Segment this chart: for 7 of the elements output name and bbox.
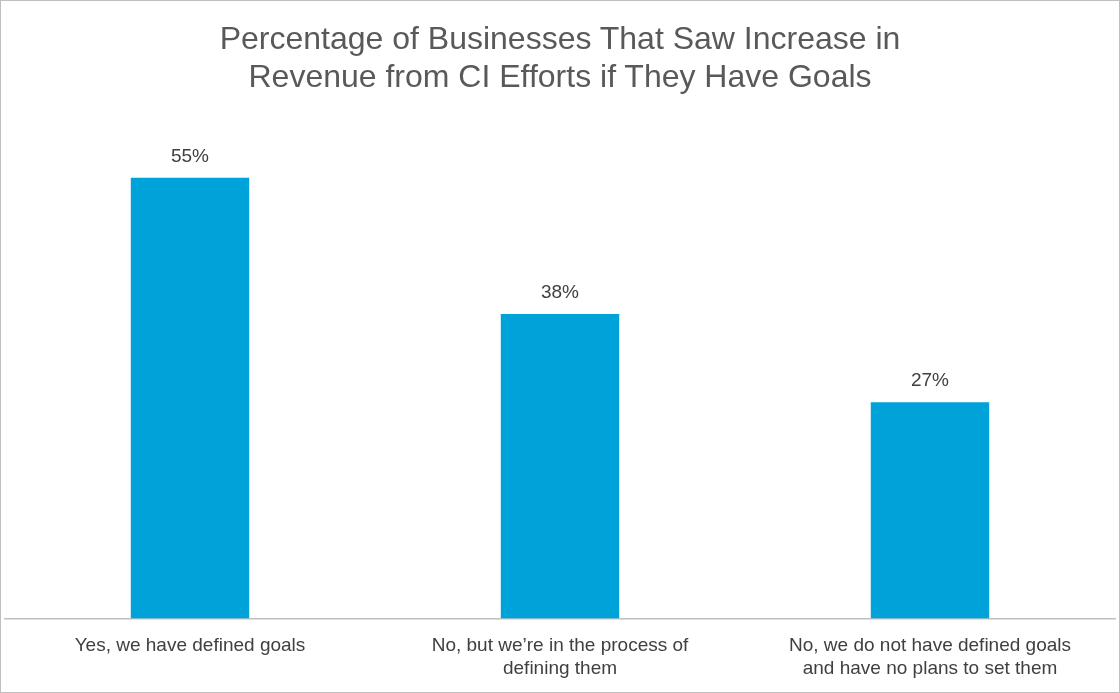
x-tick-label: No, but we’re in the process of defining them xyxy=(431,634,690,678)
x-tick-label: No, we do not have defined goals and have no plans to set them xyxy=(788,634,1072,678)
data-label: 27% xyxy=(910,368,950,390)
x-tick-label: Yes, we have defined goals xyxy=(74,634,306,656)
chart-title: Percentage of Businesses That Saw Increase in Revenue from CI Efforts if They Have Goals xyxy=(219,20,901,95)
data-label: 55% xyxy=(170,144,210,166)
data-label: 38% xyxy=(540,280,580,302)
